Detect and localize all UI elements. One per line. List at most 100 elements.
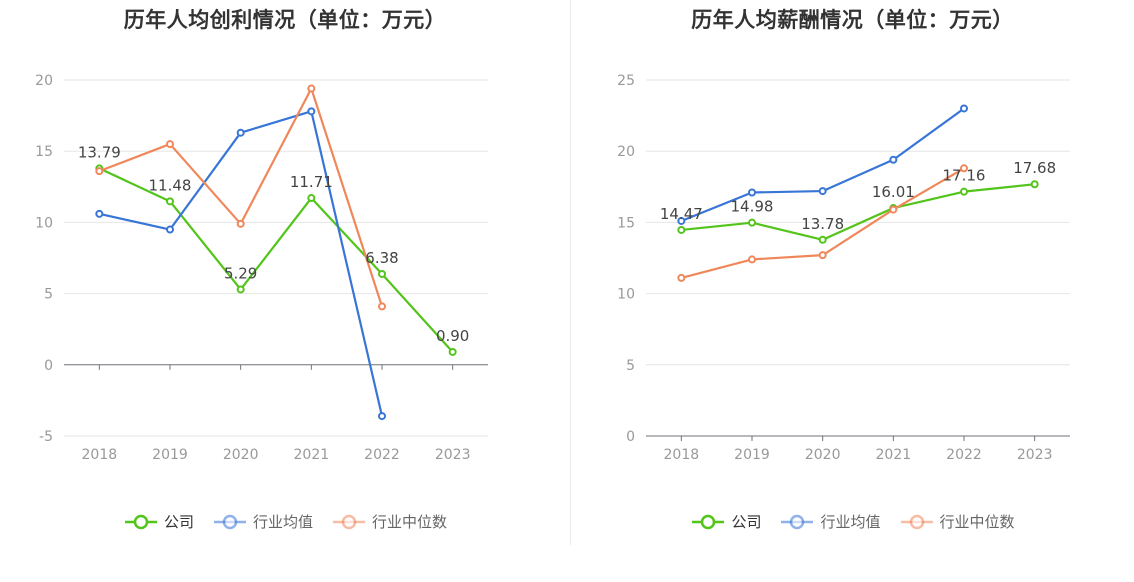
data-label: 17.68 [1013,159,1056,177]
legend-label: 行业中位数 [939,513,1015,531]
series-line [98,167,454,353]
data-point [748,255,756,264]
data-point [748,188,756,197]
legend-swatch-icon [213,514,246,529]
legend-item[interactable]: 公司 [690,511,761,532]
x-tick-label: 2022 [364,447,400,463]
chart-panel-salary: 历年人均薪酬情况（单位：万元） 0 5 10 15 20 25 2018 2019 2020 20… [571,0,1134,582]
chart-legend: 公司 行业均值 行业中位数 [571,511,1134,532]
data-point [307,107,316,116]
data-point [677,216,686,225]
chart-plot: -5 0 5 10 15 20 2018 2019 2020 2021 2022 2023 13.79 1… [35,73,488,463]
legend-item[interactable]: 行业中位数 [899,511,1015,532]
data-point [236,219,245,228]
y-tick-label: 5 [44,287,53,303]
data-label: 11.71 [290,173,333,191]
data-point [889,155,898,164]
legend-swatch-icon [692,514,725,529]
legend-swatch-icon [900,514,933,529]
y-tick-label: 20 [617,144,635,160]
data-label: 14.98 [731,198,774,216]
legend-marker [341,514,357,529]
y-tick-label: 10 [617,287,635,303]
x-tick-label: 2020 [223,447,259,463]
data-point [166,197,174,206]
legend-marker [909,514,924,529]
data-point [378,269,386,278]
legend-item[interactable]: 行业均值 [212,511,313,532]
legend-item[interactable]: 公司 [123,511,194,532]
data-label: 16.01 [872,183,915,201]
x-tick-label: 2018 [664,447,700,463]
data-label: 13.78 [801,215,844,233]
data-point [889,205,898,214]
data-point [166,225,174,234]
data-point [95,209,104,218]
data-label: 0.90 [436,327,469,345]
data-point [95,167,104,176]
data-point [748,218,756,227]
x-tick-label: 2018 [82,447,118,463]
x-tick-label: 2022 [946,447,982,463]
data-label: 13.79 [78,143,121,161]
y-tick-label: 15 [35,144,53,160]
chart-plot: 0 5 10 15 20 25 2018 2019 2020 2021 2022 2023 14.47 1… [617,73,1070,463]
legend-label: 行业均值 [820,513,881,531]
data-point [236,285,245,294]
legend-item[interactable]: 行业中位数 [331,511,447,532]
x-tick-label: 2019 [152,447,188,463]
data-label: 5.29 [224,264,257,282]
data-point [307,194,316,203]
y-tick-label: -5 [39,429,53,445]
data-point [448,347,457,356]
chart-legend: 公司 行业均值 行业中位数 [0,511,570,532]
y-tick-label: 10 [35,215,53,231]
data-label: 17.16 [943,167,986,185]
data-point [677,273,686,282]
series-line [681,183,1035,241]
data-point [378,412,386,421]
data-label: 11.48 [149,176,192,194]
legend-label: 行业均值 [252,513,313,531]
panel-divider [570,0,571,545]
legend-marker [790,514,805,529]
data-point [1030,180,1039,189]
x-tick-label: 2021 [876,447,912,463]
x-tick-label: 2020 [805,447,841,463]
y-tick-label: 15 [617,215,635,231]
chart-title: 历年人均创利情况（单位：万元） [123,8,447,32]
data-point [378,302,386,311]
y-tick-label: 0 [626,429,635,445]
legend-marker [701,514,716,529]
x-tick-label: 2021 [294,447,330,463]
legend-swatch-icon [124,514,157,529]
data-label: 6.38 [365,249,398,267]
chart-panel-profit: 历年人均创利情况（单位：万元） -5 0 5 10 15 20 2018 2019 2020 20… [0,8,570,532]
data-point [677,225,686,234]
y-tick-label: 5 [626,358,635,374]
y-tick-label: 20 [35,73,53,89]
x-tick-label: 2019 [734,447,770,463]
y-tick-label: 25 [617,73,635,89]
legend-label: 行业中位数 [372,513,448,531]
data-point [818,235,827,244]
legend-swatch-icon [781,514,814,529]
legend-marker [222,514,238,529]
data-point [818,187,827,196]
x-tick-label: 2023 [435,447,471,463]
series-line [680,107,965,222]
data-point [960,104,968,113]
data-point [307,84,316,93]
x-tick-label: 2023 [1017,447,1053,463]
legend-label: 公司 [731,513,762,531]
data-point [236,128,245,137]
y-tick-label: 0 [44,358,53,374]
legend-label: 公司 [163,513,194,531]
data-point [166,140,174,149]
data-label: 14.47 [660,205,703,223]
legend-swatch-icon [333,514,365,529]
legend-item[interactable]: 行业均值 [779,511,881,532]
data-point [818,251,827,260]
chart-title: 历年人均薪酬情况（单位：万元） [691,8,1014,32]
data-point [960,187,968,196]
